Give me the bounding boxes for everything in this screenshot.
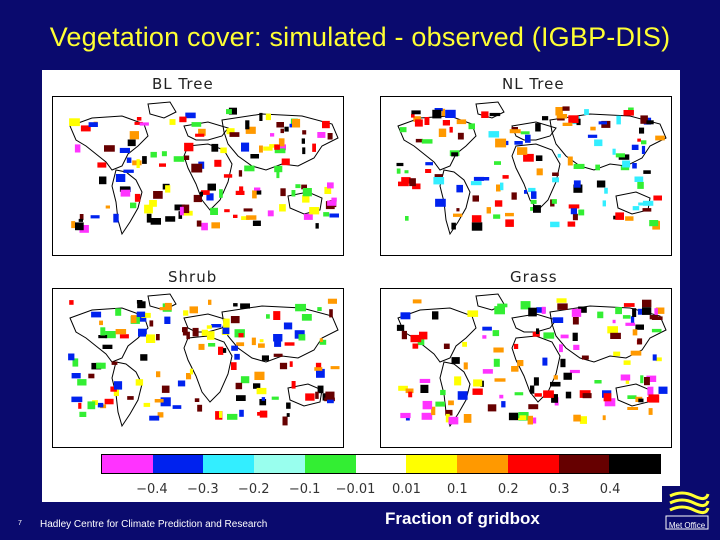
- map-figure: BL Tree NL Tree Shrub Grass: [42, 70, 680, 502]
- colorbar-cell: [355, 455, 407, 473]
- colorbar-cell: [507, 455, 559, 473]
- colorbar-cell: [406, 455, 458, 473]
- colorbar-cell: [304, 455, 356, 473]
- colorbar-cell: [558, 455, 610, 473]
- colorbar-label: 0.01: [391, 482, 421, 497]
- colorbar-label: 0.2: [497, 482, 519, 497]
- colorbar-cell: [102, 455, 153, 473]
- colorbar-labels: −0.4 −0.3 −0.2 −0.1 −0.01 0.01 0.1 0.2 0.3 0.4: [101, 482, 661, 498]
- colorbar-cell: [254, 455, 305, 473]
- colorbar: [101, 454, 661, 474]
- colorbar-label: 0.3: [548, 482, 570, 497]
- met-office-logo: Met Office: [662, 486, 712, 532]
- footer-text: Hadley Centre for Climate Prediction and…: [40, 519, 268, 530]
- logo-text: Met Office: [668, 521, 706, 530]
- colorbar-label: −0.2: [237, 482, 270, 497]
- map-grass: [380, 288, 672, 448]
- colorbar-cell: [203, 455, 255, 473]
- colorbar-cell: [609, 455, 661, 473]
- colorbar-cell: [457, 455, 508, 473]
- colorbar-cell: [152, 455, 204, 473]
- bottom-caption: Fraction of gridbox: [385, 509, 540, 528]
- panel-title-bl-tree: BL Tree: [152, 75, 214, 93]
- map-nl-tree: [380, 96, 672, 256]
- colorbar-label: 0.1: [447, 482, 468, 497]
- colorbar-label: −0.1: [288, 482, 321, 497]
- slide-title: Vegetation cover: simulated - observed (…: [49, 22, 671, 52]
- page-number: 7: [18, 520, 22, 527]
- panel-title-grass: Grass: [510, 268, 558, 286]
- colorbar-label: −0.3: [187, 482, 219, 497]
- panel-title-shrub: Shrub: [168, 268, 218, 286]
- map-shrub: [52, 288, 344, 448]
- panel-title-nl-tree: NL Tree: [502, 75, 565, 93]
- colorbar-label: −0.4: [136, 482, 168, 497]
- colorbar-label: 0.4: [599, 482, 621, 497]
- map-bl-tree: [52, 96, 344, 256]
- colorbar-label: −0.01: [335, 482, 376, 497]
